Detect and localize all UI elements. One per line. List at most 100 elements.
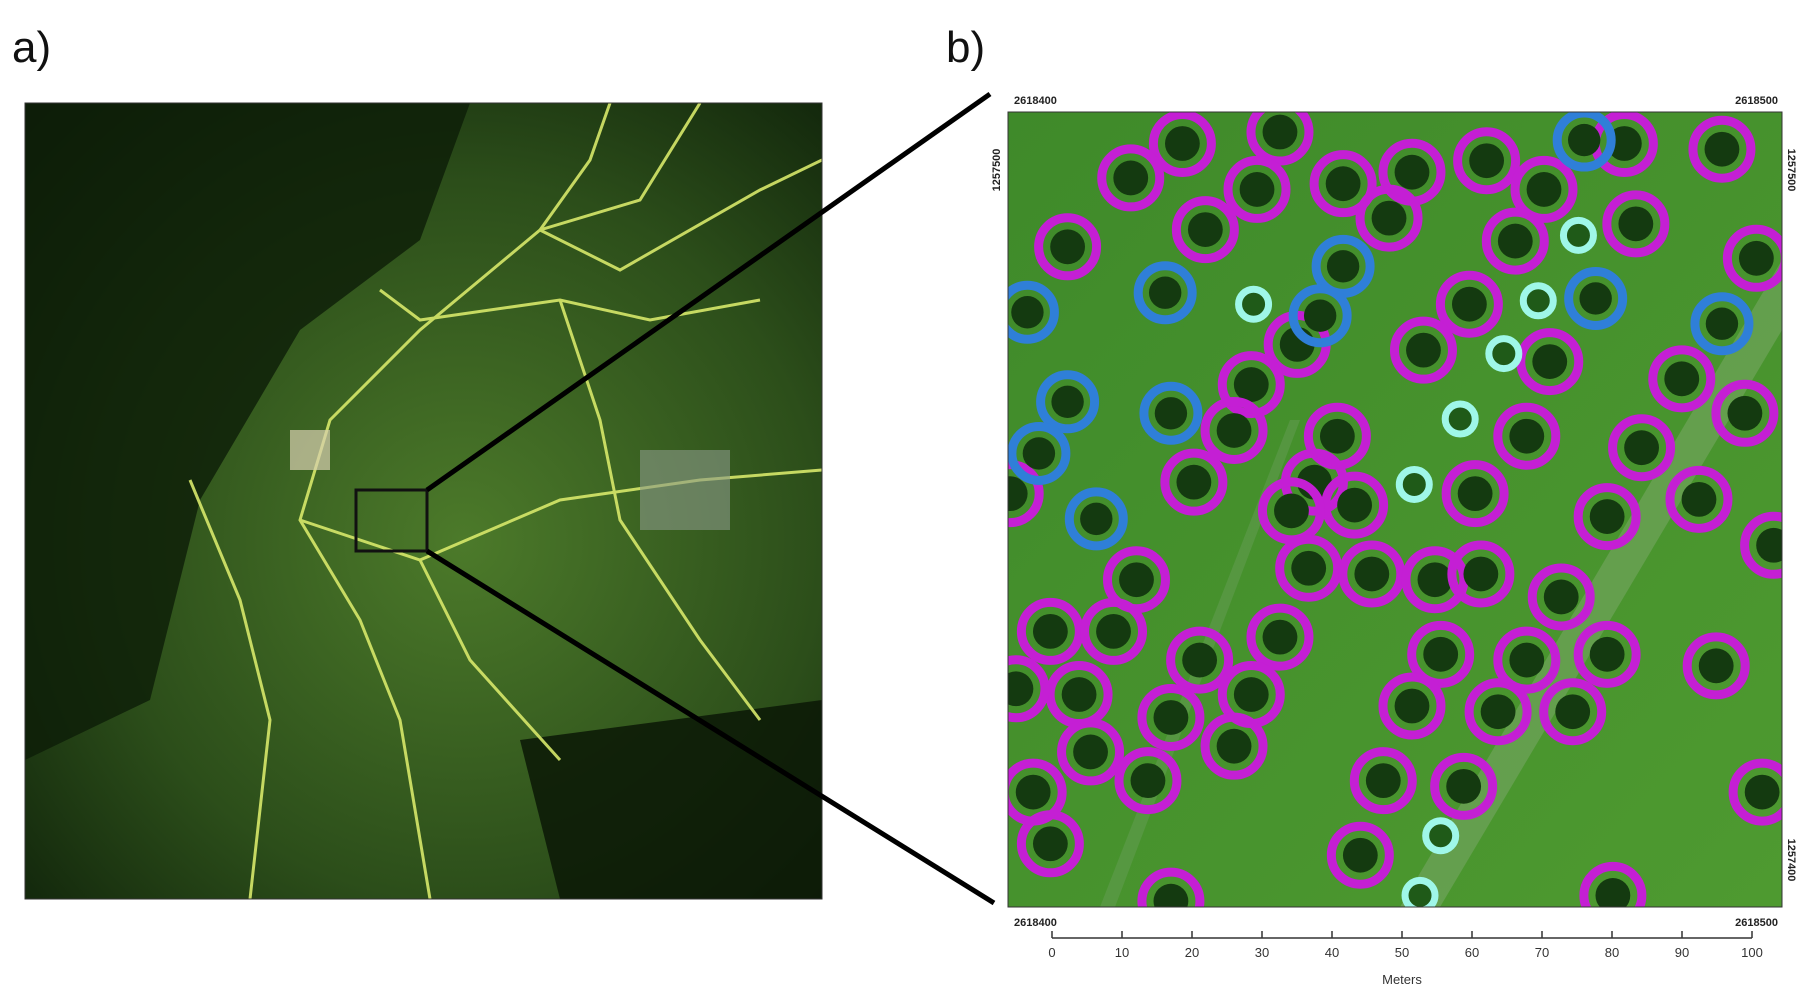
tree-crown <box>1756 528 1791 563</box>
tree-crown <box>1263 115 1298 150</box>
scale-tick-label: 100 <box>1741 945 1763 960</box>
tree-marker <box>1426 821 1456 851</box>
tree-crown <box>1469 143 1504 178</box>
tree-crown <box>1131 763 1166 798</box>
coordinate: 2618400 <box>1014 95 1057 107</box>
tree-crown <box>1699 648 1734 683</box>
panel-label: b) <box>946 23 985 72</box>
tree-crown <box>1590 499 1625 534</box>
tree-crown <box>1532 344 1567 379</box>
panel-label: a) <box>12 23 51 72</box>
tree-crown <box>1320 419 1355 454</box>
tree-crown <box>1406 333 1441 368</box>
scale-tick-label: 0 <box>1048 945 1055 960</box>
tree-crown <box>1446 769 1481 804</box>
tree-crown <box>993 476 1028 511</box>
tree-crown <box>1366 763 1401 798</box>
tree-crown <box>1544 580 1579 615</box>
tree-crown <box>1154 700 1189 735</box>
tree-crown <box>1395 155 1430 190</box>
tree-marker <box>1399 469 1429 499</box>
tree-crown <box>1739 241 1774 276</box>
village <box>640 450 730 530</box>
tree-crown <box>1664 361 1699 396</box>
field <box>290 430 330 470</box>
figure: a) b) 2618400 2618500 2618400 2618500 12… <box>0 0 1800 992</box>
tree-crown <box>1176 465 1211 500</box>
tree-crown <box>1096 614 1131 649</box>
tree-crown <box>1304 299 1336 331</box>
tree-crown <box>1023 437 1055 469</box>
aerial-image-a <box>25 103 822 899</box>
tree-crown <box>1527 172 1562 207</box>
body: {"panel_a": {"label": "a)"}, "panel_b": … <box>0 0 1800 992</box>
tree-crown <box>1481 694 1516 729</box>
tree-crown <box>1113 161 1148 196</box>
tree-crown <box>1463 557 1498 592</box>
coordinate: 2618400 <box>1014 917 1057 929</box>
tree-crown <box>1154 884 1189 919</box>
tree-crown <box>1682 482 1717 517</box>
scale-unit: Meters <box>1382 972 1422 987</box>
tree-crown <box>1509 643 1544 678</box>
tree-crown <box>1705 132 1740 167</box>
tree-crown <box>1624 430 1659 465</box>
coordinate: 1257500 <box>1785 149 1797 192</box>
tree-crown <box>1033 614 1068 649</box>
tree-crown <box>1217 413 1252 448</box>
scale-tick-label: 70 <box>1535 945 1549 960</box>
tree-crown <box>1274 493 1309 528</box>
aerial-image-b <box>981 103 1800 930</box>
tree-crown <box>1579 282 1611 314</box>
tree-crown <box>999 671 1034 706</box>
tree-crown <box>1182 643 1217 678</box>
tree-crown <box>1051 386 1083 418</box>
tree-crown <box>1016 775 1051 810</box>
tree-crown <box>1011 296 1043 328</box>
tree-crown <box>1555 694 1590 729</box>
tree-marker <box>1445 404 1475 434</box>
tree-marker <box>1405 880 1435 910</box>
tree-crown <box>1418 562 1453 597</box>
coordinate: 2618500 <box>1735 917 1778 929</box>
scale-tick-label: 30 <box>1255 945 1269 960</box>
tree-marker <box>1489 339 1519 369</box>
tree-crown <box>1452 287 1487 322</box>
tree-crown <box>1727 396 1762 431</box>
tree-crown <box>1326 166 1361 201</box>
tree-marker <box>1239 289 1269 319</box>
tree-crown <box>1395 689 1430 724</box>
tree-crown <box>1343 838 1378 873</box>
tree-crown <box>1498 224 1533 259</box>
tree-marker <box>1523 286 1553 316</box>
scale-bar: 0102030405060708090100 <box>1048 931 1762 960</box>
tree-crown <box>1509 419 1544 454</box>
tree-crown <box>1149 277 1181 309</box>
page: body { margin: 0; width: 1800px; height:… <box>0 0 1800 992</box>
tree-crown <box>1073 735 1108 770</box>
tree-crown <box>1240 172 1275 207</box>
tree-crown <box>1618 206 1653 241</box>
tree-marker <box>1563 220 1593 250</box>
coordinate: 2618500 <box>1735 95 1778 107</box>
scale-tick-label: 40 <box>1325 945 1339 960</box>
tree-crown <box>1354 557 1389 592</box>
tree-crown <box>1165 126 1200 161</box>
tree-crown <box>1327 250 1359 282</box>
tree-crown <box>1062 677 1097 712</box>
scale-tick-label: 80 <box>1605 945 1619 960</box>
coordinate: 1257400 <box>1785 839 1797 882</box>
tree-crown <box>1217 729 1252 764</box>
tree-crown <box>1033 826 1068 861</box>
tree-crown <box>1155 397 1187 429</box>
scale-tick-label: 60 <box>1465 945 1479 960</box>
scale-tick-label: 90 <box>1675 945 1689 960</box>
scale-tick-label: 50 <box>1395 945 1409 960</box>
tree-crown <box>1291 551 1326 586</box>
tree-crown <box>1188 212 1223 247</box>
coordinate: 1257500 <box>991 149 1003 192</box>
scale-tick-label: 20 <box>1185 945 1199 960</box>
tree-crown <box>1337 488 1372 523</box>
tree-crown <box>1372 201 1407 236</box>
tree-crown <box>1590 637 1625 672</box>
